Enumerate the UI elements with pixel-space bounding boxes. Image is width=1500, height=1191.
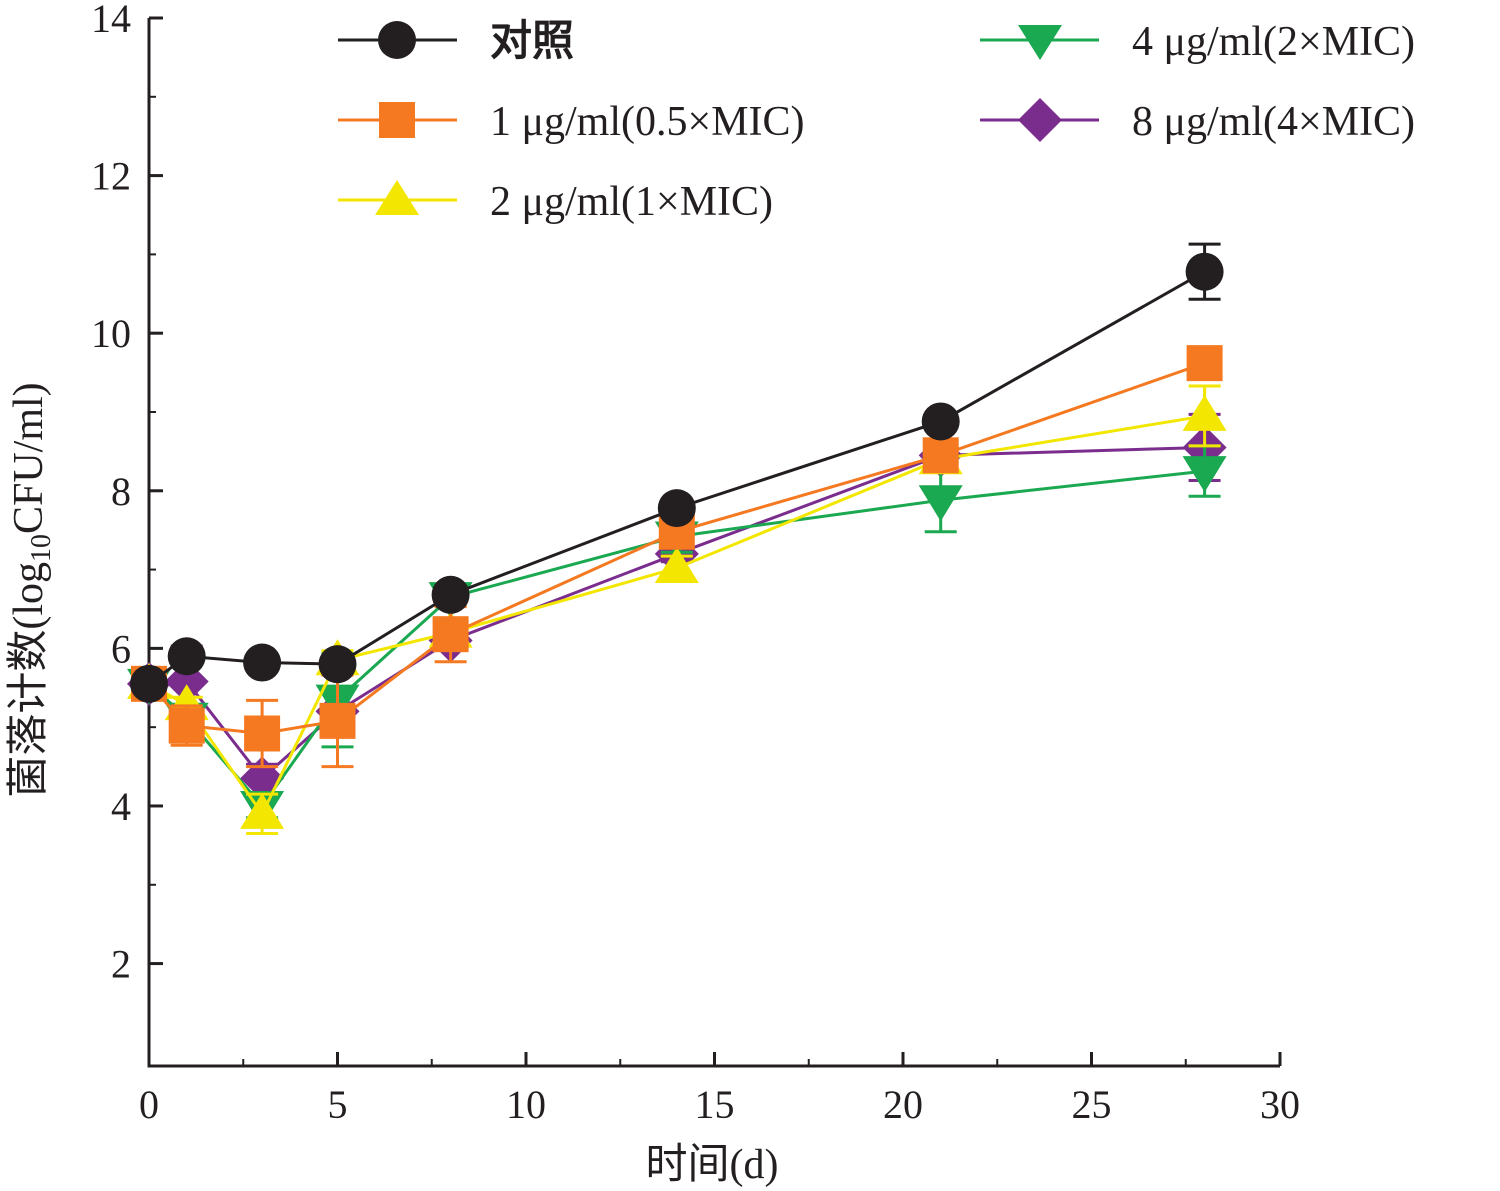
series-0-point-2 <box>243 643 282 682</box>
legend-entry-control: 对照 <box>338 18 574 65</box>
x-tick-label-1: 5 <box>328 1082 348 1127</box>
y-tick-label-0: 2 <box>111 942 131 987</box>
series-0-point-5 <box>657 489 696 528</box>
legend-marker-8ug <box>1018 98 1062 142</box>
y-tick-label-1: 4 <box>111 784 131 829</box>
x-tick-label-2: 10 <box>506 1082 546 1127</box>
series-layer <box>127 242 1227 836</box>
axes: 0 5 10 15 20 25 30 2 4 6 8 10 12 14 <box>91 0 1300 1127</box>
series-0-point-1 <box>167 637 206 676</box>
series-0-point-6 <box>921 402 960 441</box>
legend-label-control: 对照 <box>490 18 574 65</box>
y-tick-label-2: 6 <box>111 626 131 671</box>
series-2-line <box>148 414 1205 817</box>
x-tick-label-0: 0 <box>139 1082 159 1127</box>
y-tick-label-3: 8 <box>111 469 131 514</box>
series-0-point-0 <box>130 664 168 703</box>
series-2-point-5 <box>654 547 699 584</box>
series-3-point-7 <box>1182 456 1227 493</box>
series-0-point-3 <box>318 645 357 684</box>
legend-marker-1ug <box>379 102 415 138</box>
legend-label-2ug: 2 μg/ml(1×MIC) <box>490 179 773 225</box>
y-tick-label-5: 12 <box>91 154 131 199</box>
legend-entry-1ug: 1 μg/ml(0.5×MIC) <box>338 99 805 145</box>
y-ticks: 2 4 6 8 10 12 14 <box>91 0 163 987</box>
legend: 对照 1 μg/ml(0.5×MIC) 2 μg/ml(1×MIC) 4 μg/… <box>338 18 1415 225</box>
series-1-point-3 <box>319 702 356 739</box>
y-axis-title: 菌落计数(log10CFU/ml) <box>6 382 57 797</box>
y-axis-title-main: 菌落计数(log <box>6 562 52 798</box>
y-tick-label-6: 14 <box>91 0 131 41</box>
x-tick-label-5: 25 <box>1072 1082 1112 1127</box>
x-axis-title: 时间(d) <box>646 1142 779 1188</box>
legend-label-8ug: 8 μg/ml(4×MIC) <box>1132 99 1415 145</box>
x-tick-label-6: 30 <box>1260 1082 1300 1127</box>
series-0-point-4 <box>431 575 470 614</box>
series-0-point-7 <box>1185 252 1224 291</box>
y-tick-label-4: 10 <box>91 311 131 356</box>
series-0 <box>130 242 1224 703</box>
series-1 <box>131 345 1223 769</box>
y-axis-title-tail: CFU/ml) <box>6 382 52 534</box>
legend-marker-2ug <box>375 180 419 215</box>
series-0-line <box>148 270 1206 686</box>
x-tick-label-3: 15 <box>695 1082 735 1127</box>
legend-entry-8ug: 8 μg/ml(4×MIC) <box>980 98 1415 145</box>
series-2-point-7 <box>1182 394 1227 431</box>
legend-marker-4ug <box>1018 25 1062 60</box>
series-1-point-4 <box>432 616 469 653</box>
legend-label-4ug: 4 μg/ml(2×MIC) <box>1132 19 1415 65</box>
series-1-point-6 <box>922 437 959 474</box>
legend-entry-2ug: 2 μg/ml(1×MIC) <box>338 179 773 225</box>
legend-label-1ug: 1 μg/ml(0.5×MIC) <box>490 99 805 145</box>
x-ticks: 0 5 10 15 20 25 30 <box>139 1052 1300 1127</box>
series-1-point-2 <box>244 715 281 752</box>
legend-marker-control <box>378 21 416 59</box>
series-4 <box>127 412 1227 801</box>
legend-entry-4ug: 4 μg/ml(2×MIC) <box>980 19 1415 65</box>
series-1-point-1 <box>168 707 205 744</box>
series-1-point-7 <box>1186 345 1223 382</box>
series-3-point-6 <box>918 485 963 522</box>
x-tick-label-4: 20 <box>883 1082 923 1127</box>
y-axis-title-subscript: 10 <box>26 534 57 562</box>
series-2-point-2 <box>240 792 285 829</box>
